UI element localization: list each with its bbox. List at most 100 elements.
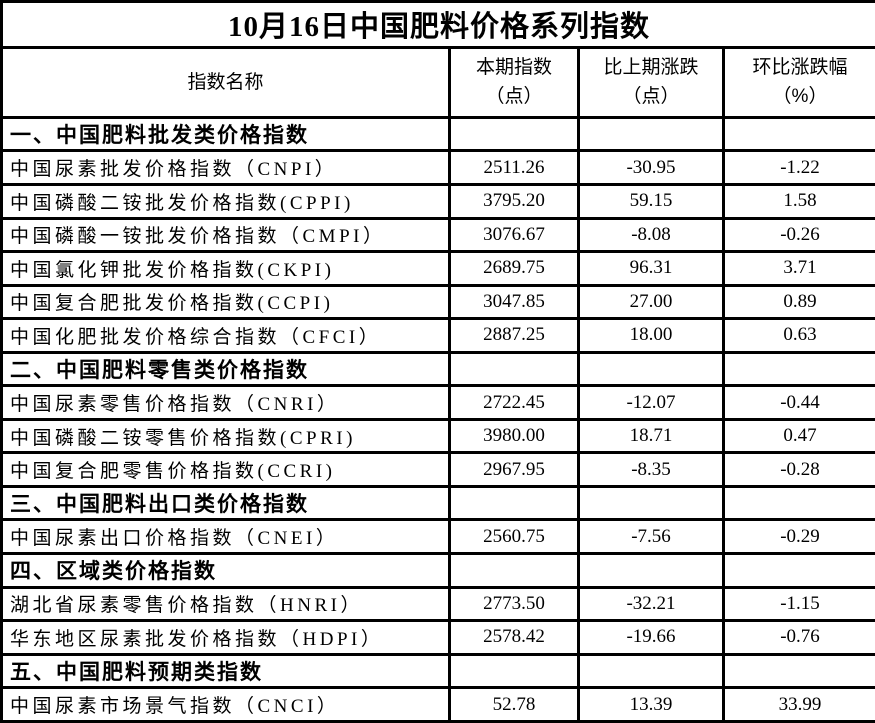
index-row-cmpi: 中国磷酸一铵批发价格指数（CMPI） 3076.67 -8.08 -0.26 [0,216,875,254]
empty-cell [721,115,875,153]
title-row: 10月16日中国肥料价格系列指数 [0,0,875,49]
header-row: 指数名称 本期指数 （点） 比上期涨跌 （点） 环比涨跌幅 （%） [0,45,875,119]
change-value: -8.08 [577,216,725,254]
empty-cell [577,652,725,690]
empty-cell [721,350,875,388]
change-value: -12.07 [577,384,725,421]
header-index-name: 指数名称 [0,45,451,119]
pct-change-value: -0.29 [721,518,875,555]
change-value: 27.00 [577,283,725,321]
index-row-cnpi: 中国尿素批发价格指数（CNPI） 2511.26 -30.95 -1.22 [0,149,875,186]
header-current-line2: （点） [485,86,543,108]
index-name: 湖北省尿素零售价格指数（HNRI） [0,585,451,623]
index-row-cnri: 中国尿素零售价格指数（CNRI） 2722.45 -12.07 -0.44 [0,384,875,421]
current-index-value: 3076.67 [448,216,580,254]
empty-cell [448,115,580,153]
header-change-line2: （点） [622,86,680,108]
empty-cell [448,552,580,589]
current-index-value: 3980.00 [448,417,580,455]
empty-cell [448,652,580,690]
header-pct-line2: （%） [772,86,828,108]
current-index-value: 3795.20 [448,183,580,220]
current-index-value: 2560.75 [448,518,580,555]
pct-change-value: 0.89 [721,283,875,321]
empty-cell [721,552,875,589]
index-row-ckpi: 中国氯化钾批发价格指数(CKPI) 2689.75 96.31 3.71 [0,250,875,287]
index-name: 中国尿素市场景气指数（CNCI） [0,686,451,723]
current-index-value: 2689.75 [448,250,580,287]
current-index-value: 2578.42 [448,619,580,656]
section-title: 四、区域类价格指数 [0,552,451,589]
section-row-export: 三、中国肥料出口类价格指数 [0,484,875,522]
change-value: 18.00 [577,317,725,354]
empty-cell [448,350,580,388]
pct-change-value: 1.58 [721,183,875,220]
change-value: -19.66 [577,619,725,656]
header-change: 比上期涨跌 （点） [577,45,725,119]
index-name: 中国复合肥批发价格指数(CCPI) [0,283,451,321]
section-title: 一、中国肥料批发类价格指数 [0,115,451,153]
index-name: 中国复合肥零售价格指数(CCRI) [0,451,451,488]
empty-cell [721,652,875,690]
pct-change-value: -1.22 [721,149,875,186]
header-current-index: 本期指数 （点） [448,45,580,119]
pct-change-value: -0.76 [721,619,875,656]
change-value: 13.39 [577,686,725,723]
change-value: -32.21 [577,585,725,623]
index-name: 中国尿素零售价格指数（CNRI） [0,384,451,421]
index-row-cpri: 中国磷酸二铵零售价格指数(CPRI) 3980.00 18.71 0.47 [0,417,875,455]
section-row-wholesale: 一、中国肥料批发类价格指数 [0,115,875,153]
index-row-ccpi: 中国复合肥批发价格指数(CCPI) 3047.85 27.00 0.89 [0,283,875,321]
section-title: 二、中国肥料零售类价格指数 [0,350,451,388]
empty-cell [577,484,725,522]
current-index-value: 2722.45 [448,384,580,421]
index-name: 中国磷酸一铵批发价格指数（CMPI） [0,216,451,254]
pct-change-value: 33.99 [721,686,875,723]
empty-cell [577,350,725,388]
index-name: 中国尿素出口价格指数（CNEI） [0,518,451,555]
current-index-value: 2511.26 [448,149,580,186]
header-pct-change: 环比涨跌幅 （%） [721,45,875,119]
index-row-cnci: 中国尿素市场景气指数（CNCI） 52.78 13.39 33.99 [0,686,875,723]
pct-change-value: 3.71 [721,250,875,287]
pct-change-value: 0.63 [721,317,875,354]
index-row-cfci: 中国化肥批发价格综合指数（CFCI） 2887.25 18.00 0.63 [0,317,875,354]
pct-change-value: -0.28 [721,451,875,488]
pct-change-value: -0.26 [721,216,875,254]
current-index-value: 3047.85 [448,283,580,321]
change-value: -30.95 [577,149,725,186]
index-name: 中国磷酸二铵批发价格指数(CPPI) [0,183,451,220]
index-row-hnri: 湖北省尿素零售价格指数（HNRI） 2773.50 -32.21 -1.15 [0,585,875,623]
index-name: 中国化肥批发价格综合指数（CFCI） [0,317,451,354]
current-index-value: 2967.95 [448,451,580,488]
index-row-cnei: 中国尿素出口价格指数（CNEI） 2560.75 -7.56 -0.29 [0,518,875,555]
section-row-expectation: 五、中国肥料预期类指数 [0,652,875,690]
change-value: -7.56 [577,518,725,555]
pct-change-value: -0.44 [721,384,875,421]
header-pct-line1: 环比涨跌幅 [752,56,848,78]
index-name: 中国氯化钾批发价格指数(CKPI) [0,250,451,287]
empty-cell [577,115,725,153]
pct-change-value: 0.47 [721,417,875,455]
current-index-value: 52.78 [448,686,580,723]
index-name: 中国尿素批发价格指数（CNPI） [0,149,451,186]
index-row-ccri: 中国复合肥零售价格指数(CCRI) 2967.95 -8.35 -0.28 [0,451,875,488]
index-row-hdpi: 华东地区尿素批发价格指数（HDPI） 2578.42 -19.66 -0.76 [0,619,875,656]
empty-cell [721,484,875,522]
section-title: 五、中国肥料预期类指数 [0,652,451,690]
pct-change-value: -1.15 [721,585,875,623]
change-value: -8.35 [577,451,725,488]
index-name: 华东地区尿素批发价格指数（HDPI） [0,619,451,656]
section-title: 三、中国肥料出口类价格指数 [0,484,451,522]
section-row-regional: 四、区域类价格指数 [0,552,875,589]
index-name: 中国磷酸二铵零售价格指数(CPRI) [0,417,451,455]
table-title: 10月16日中国肥料价格系列指数 [0,0,875,49]
current-index-value: 2887.25 [448,317,580,354]
empty-cell [577,552,725,589]
change-value: 59.15 [577,183,725,220]
change-value: 18.71 [577,417,725,455]
section-row-retail: 二、中国肥料零售类价格指数 [0,350,875,388]
header-current-line1: 本期指数 [475,56,552,78]
change-value: 96.31 [577,250,725,287]
